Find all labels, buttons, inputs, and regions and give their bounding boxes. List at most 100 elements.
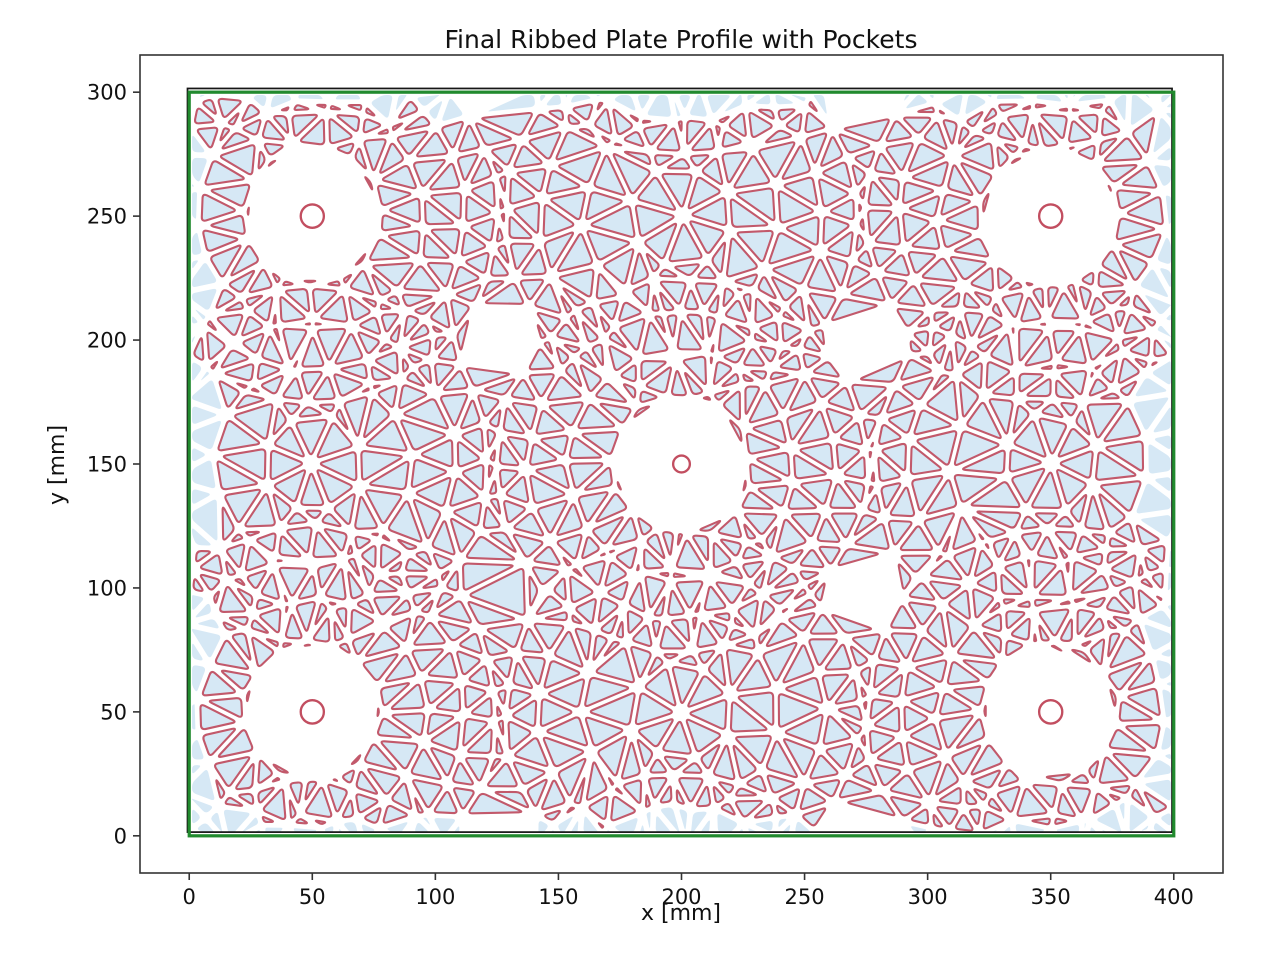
- pocket: [410, 458, 447, 488]
- pocket: [788, 612, 816, 632]
- pocket: [929, 95, 934, 99]
- pocket: [782, 311, 795, 321]
- pocket: [915, 659, 948, 683]
- pocket: [529, 443, 558, 466]
- pocket: [192, 809, 200, 824]
- pocket: [1055, 515, 1074, 528]
- pocket: [195, 309, 206, 320]
- pocket: [1106, 620, 1118, 630]
- pocket: [834, 679, 858, 705]
- pocket: [489, 409, 502, 428]
- pocket: [520, 627, 544, 654]
- pocket: [616, 481, 622, 491]
- pocket: [431, 520, 456, 556]
- pocket: [271, 777, 281, 783]
- pocket: [729, 419, 743, 442]
- pocket: [911, 226, 941, 250]
- pocket: [1084, 495, 1105, 531]
- pocket: [952, 516, 976, 550]
- pocket: [578, 127, 595, 138]
- pocket: [314, 602, 328, 626]
- pocket: [557, 233, 594, 273]
- pocket: [814, 582, 826, 602]
- pocket: [755, 821, 773, 831]
- pocket: [219, 127, 231, 142]
- pocket: [970, 744, 1003, 776]
- pocket: [238, 792, 255, 805]
- pocket: [838, 133, 871, 154]
- pocket: [1089, 103, 1104, 109]
- pocket: [1032, 783, 1058, 808]
- pocket: [729, 198, 769, 228]
- pocket: [1167, 605, 1171, 611]
- pocket: [603, 248, 635, 285]
- pocket: [735, 734, 772, 764]
- pocket: [1091, 533, 1106, 544]
- pocket: [528, 575, 539, 607]
- pocket: [584, 716, 624, 747]
- pocket: [335, 408, 349, 430]
- pocket: [355, 793, 379, 814]
- pocket: [1064, 95, 1068, 99]
- pocket: [278, 566, 309, 597]
- pocket: [421, 599, 434, 614]
- pocket: [789, 380, 817, 412]
- pocket: [890, 605, 917, 630]
- pocket: [379, 303, 392, 311]
- pocket: [397, 538, 418, 551]
- pocket: [572, 568, 583, 577]
- pocket: [320, 295, 349, 323]
- pocket: [514, 737, 549, 767]
- pocket: [659, 785, 673, 804]
- pocket: [1105, 440, 1145, 472]
- y-tick-label: 200: [87, 329, 127, 353]
- pocket: [592, 634, 608, 661]
- pocket: [1004, 561, 1028, 589]
- pocket: [234, 578, 246, 587]
- pocket: [785, 676, 824, 704]
- pocket: [687, 675, 724, 708]
- pocket: [282, 327, 308, 361]
- pocket: [1115, 217, 1156, 241]
- pocket: [362, 118, 382, 134]
- pocket: [1094, 364, 1102, 370]
- pocket: [482, 506, 501, 529]
- pocket: [1086, 596, 1106, 608]
- pocket: [713, 612, 731, 622]
- pocket: [1071, 648, 1092, 663]
- pocket: [1166, 682, 1171, 686]
- pocket: [1001, 292, 1024, 318]
- pocket: [1153, 118, 1171, 153]
- pocket: [287, 512, 308, 525]
- x-tick-label: 400: [1154, 885, 1194, 909]
- pocket: [335, 95, 360, 100]
- pocket: [260, 374, 284, 395]
- pocket: [304, 780, 318, 801]
- pocket: [1084, 324, 1092, 329]
- pocket: [508, 216, 533, 240]
- pocket: [1038, 122, 1059, 147]
- pocket: [827, 386, 855, 412]
- pocket: [721, 151, 748, 184]
- pocket: [733, 616, 744, 628]
- pocket: [691, 197, 728, 227]
- pocket: [1047, 286, 1059, 308]
- pocket: [545, 170, 581, 195]
- pocket: [663, 653, 679, 660]
- pocket: [905, 741, 938, 766]
- pocket: [1137, 564, 1144, 577]
- pocket: [544, 809, 561, 821]
- pocket: [981, 613, 1003, 633]
- pocket: [440, 570, 450, 582]
- pocket: [659, 280, 687, 305]
- pocket: [1011, 617, 1031, 641]
- pocket: [430, 228, 461, 255]
- y-tick-label: 100: [87, 576, 127, 600]
- pocket: [1078, 285, 1092, 311]
- pocket: [640, 360, 667, 381]
- pocket: [802, 807, 827, 827]
- pocket: [741, 588, 757, 602]
- pocket: [256, 532, 277, 552]
- pocket: [718, 115, 730, 124]
- pocket: [1025, 281, 1034, 287]
